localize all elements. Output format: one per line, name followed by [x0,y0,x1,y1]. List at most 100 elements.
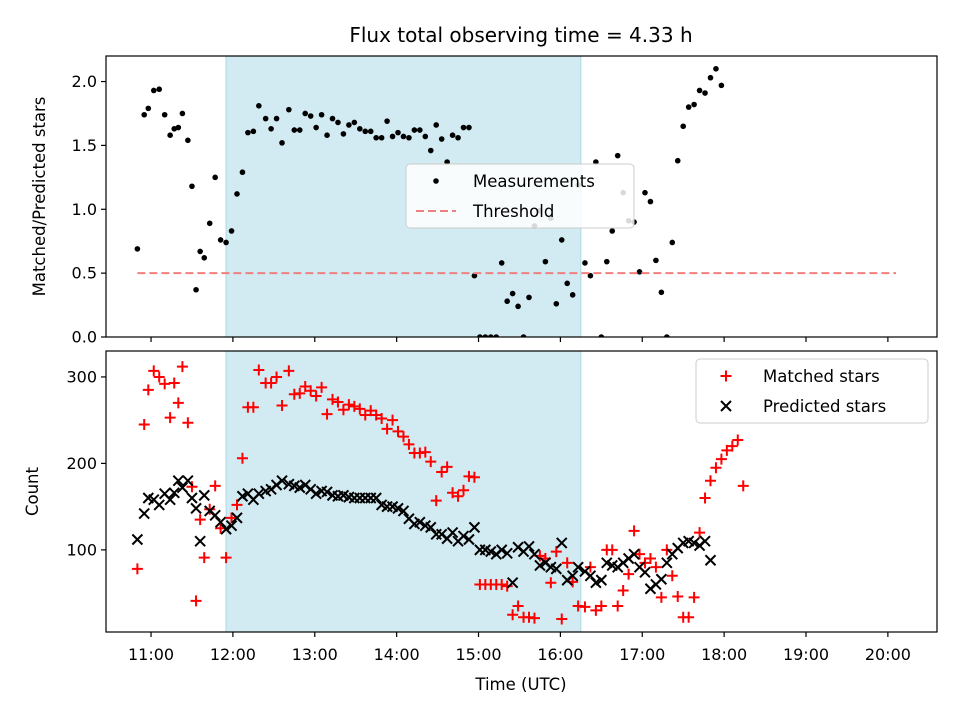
x-tick-label: 14:00 [374,645,420,664]
data-point [164,494,176,506]
data-point [175,124,182,131]
data-point [482,334,489,337]
data-point [316,381,328,393]
data-point [291,127,298,133]
legend-marker [433,178,439,184]
data-point [131,563,143,575]
data-point [153,499,165,511]
data-point [392,425,404,437]
data-point [209,480,221,492]
x-tick-label: 19:00 [783,645,829,664]
data-point [688,591,700,603]
x-axis-label: Time (UTC) [474,675,566,694]
data-point [164,412,176,424]
data-point [262,115,269,122]
data-point [696,87,703,94]
data-point [584,570,597,582]
data-point [346,122,352,128]
data-point [614,152,621,159]
data-point [550,546,562,558]
data-point [153,371,165,383]
data-point [458,484,470,496]
data-point [212,174,218,181]
data-point [156,86,163,93]
y-tick-label: 2.0 [72,72,97,91]
data-point [672,591,684,603]
data-point [569,292,576,298]
data-point [515,303,521,310]
data-point [373,134,379,141]
data-point [145,105,152,112]
data-point [305,385,317,397]
data-point [367,128,374,135]
data-point [579,601,591,613]
data-point [550,563,563,575]
data-point [354,403,366,415]
data-point [370,492,382,504]
data-point [572,561,584,573]
data-point [168,487,180,499]
data-point [425,456,437,468]
data-point [666,570,678,582]
data-point [658,289,665,296]
data-point [197,248,203,255]
data-point [206,220,213,227]
data-point [718,82,725,89]
data-point [704,475,716,487]
series-measurements [134,65,725,337]
data-point [636,269,643,275]
data-point [452,490,464,502]
x-tick-label: 17:00 [619,645,665,664]
data-point [506,577,519,589]
data-point [220,523,232,535]
observing-window-shade [225,350,582,633]
data-point [498,260,505,266]
y-axis-label: Count [23,466,42,516]
data-point [231,499,243,511]
data-point [387,414,399,426]
data-point [528,548,541,560]
data-point [699,535,711,547]
y-tick-label: 1.5 [72,136,97,155]
data-point [223,239,229,246]
data-point [609,228,616,234]
data-point [566,570,579,582]
data-point [286,106,292,113]
data-point [231,512,243,524]
bottom-panel: 100 200 300 11:00 12:00 13:00 14:00 15:00 16:00 1… [23,350,938,664]
data-point [704,554,717,566]
data-point [436,466,448,478]
x-tick-label: 18:00 [701,645,747,664]
data-point [327,393,339,405]
data-point [694,527,706,539]
data-point [271,371,283,383]
x-tick-label: 12:00 [210,645,256,664]
data-point [302,110,309,117]
x-tick-label: 11:00 [128,645,174,664]
data-layer [134,65,897,337]
data-point [685,104,692,110]
data-point [433,122,440,128]
data-point [329,115,336,122]
data-point [256,103,262,109]
data-point [268,126,274,132]
data-point [351,119,358,126]
data-point [425,521,437,534]
data-point [142,384,154,396]
legend-label: Predicted stars [763,397,886,416]
data-point [661,557,673,569]
data-point [441,461,453,473]
data-point [209,509,221,521]
data-point [348,400,360,412]
data-point [713,65,719,72]
data-point [217,237,224,243]
data-point [318,111,325,118]
data-point [512,600,524,612]
data-point [598,334,605,337]
data-point [172,474,185,487]
data-point [587,272,594,279]
data-point [438,136,445,142]
data-point [691,101,697,108]
data-point [176,481,189,494]
